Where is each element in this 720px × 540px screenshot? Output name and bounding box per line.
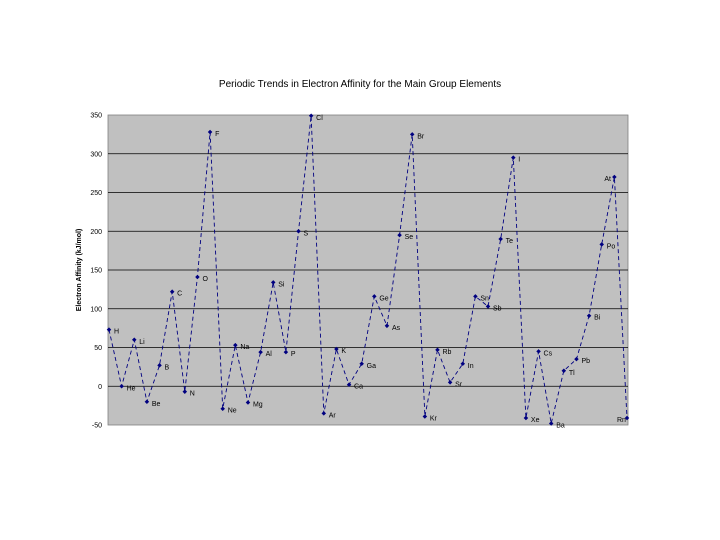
data-point-mg (245, 400, 251, 405)
data-point-li (132, 337, 137, 343)
point-label: Sn (480, 295, 489, 302)
data-point-ba (548, 421, 554, 426)
point-label: Be (152, 401, 161, 408)
point-label: Se (405, 234, 414, 241)
point-label: He (127, 385, 136, 392)
point-label: B (165, 364, 170, 371)
point-label: Rb (442, 349, 451, 356)
point-labels: H He Li Be B C N O F Ne Na Mg Al Si P S Cl Ar K Ca Ga Ge As Se B… (114, 115, 626, 430)
point-label: H (114, 329, 119, 336)
data-point-tl (561, 368, 567, 374)
series-line (108, 115, 628, 424)
point-label: Ar (329, 412, 337, 419)
y-axis-ticks: -50 0 50 100 150 200 250 300 350 (90, 113, 102, 430)
point-label: Ne (228, 408, 237, 415)
data-point-ar (321, 411, 327, 416)
point-label: K (341, 348, 346, 355)
y-tick-label: 300 (90, 151, 102, 158)
y-tick-label: 50 (94, 345, 102, 352)
data-point-o (195, 274, 200, 280)
point-label: Rn (617, 417, 626, 424)
data-point-sr (447, 380, 453, 385)
point-label: Cl (316, 115, 323, 122)
point-label: N (190, 391, 195, 398)
data-point-xe (523, 415, 529, 421)
point-label: Xe (531, 417, 540, 424)
point-label: Li (139, 339, 145, 346)
data-point-sn (473, 294, 478, 299)
point-label: Cs (544, 350, 553, 357)
y-tick-label: -50 (92, 423, 102, 430)
y-axis-label: Electron Affinity (kJ/mol) (76, 229, 83, 312)
point-label: In (468, 363, 474, 370)
data-point-kr (422, 414, 428, 419)
point-label: As (392, 325, 401, 332)
point-label: Al (266, 351, 273, 358)
data-point-al (258, 349, 263, 355)
point-label: Ge (379, 295, 388, 302)
y-tick-label: 100 (90, 306, 102, 313)
point-label: Kr (430, 415, 438, 422)
data-point-ga (359, 361, 364, 367)
point-label: P (291, 351, 296, 358)
point-label: Bi (594, 315, 601, 322)
point-label: S (304, 230, 309, 237)
data-point-in (460, 361, 466, 367)
data-point-b (157, 363, 162, 368)
point-label: Na (240, 344, 249, 351)
point-label: At (604, 176, 611, 183)
data-point-bi (586, 313, 592, 318)
point-label: Br (417, 133, 425, 140)
point-label: Po (607, 243, 616, 250)
data-point-pb (574, 356, 579, 362)
data-point-as (384, 323, 390, 329)
data-point-ne (220, 406, 225, 411)
point-label: O (202, 276, 208, 283)
data-point-sb (485, 304, 491, 309)
data-point-p (283, 349, 289, 355)
data-point-ge (372, 294, 377, 299)
data-point-k (334, 346, 339, 352)
data-point-ca (346, 382, 352, 387)
y-tick-label: 0 (98, 384, 102, 391)
y-tick-label: 150 (90, 268, 102, 275)
y-tick-label: 200 (90, 229, 102, 236)
point-label: F (215, 131, 219, 138)
point-label: Tl (569, 370, 575, 377)
point-label: Si (278, 281, 285, 288)
point-label: Te (506, 238, 514, 245)
point-label: Ca (354, 384, 363, 391)
point-label: Pb (581, 358, 590, 365)
data-point-si (270, 280, 276, 285)
point-label: C (177, 291, 182, 298)
data-point-c (169, 289, 175, 294)
point-label: Sr (455, 381, 463, 388)
chart-title: Periodic Trends in Electron Affinity for… (218, 79, 502, 90)
data-point-rb (435, 347, 440, 353)
grid-lines (108, 153, 628, 387)
data-point-rn (624, 415, 630, 421)
point-label: Sb (493, 305, 502, 312)
point-label: Ba (556, 422, 565, 429)
y-tick-label: 250 (90, 190, 102, 197)
point-label: Mg (253, 402, 263, 409)
point-label: Ga (367, 363, 376, 370)
data-point-cl (308, 113, 314, 119)
data-point-h (106, 327, 112, 332)
point-label: I (518, 157, 520, 164)
data-point-cs (536, 349, 541, 354)
y-tick-label: 350 (90, 113, 102, 120)
